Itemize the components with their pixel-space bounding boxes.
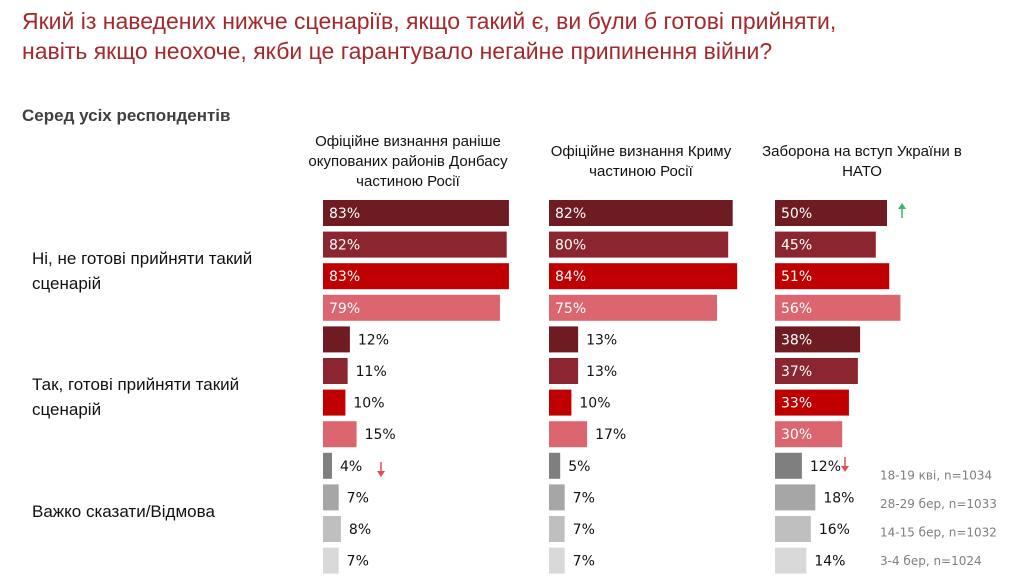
bar — [775, 263, 890, 290]
panel-title: Офіційне визнання раніше окупованих райо… — [308, 133, 508, 190]
bar — [775, 421, 843, 448]
subtitle: Серед усіх респондентів — [22, 106, 231, 125]
value-label: 8% — [349, 522, 371, 538]
title: Який із наведених нижче сценаріїв, якщо … — [22, 8, 837, 64]
bar — [323, 263, 509, 290]
bar — [549, 421, 588, 448]
bar — [775, 389, 849, 416]
value-label: 37% — [781, 364, 812, 380]
bar — [775, 484, 816, 511]
value-label: 12% — [810, 459, 841, 475]
value-label: 38% — [781, 332, 812, 348]
value-label: 7% — [573, 522, 595, 538]
trend-arrow — [898, 203, 906, 218]
bar — [775, 326, 861, 353]
value-label: 51% — [781, 269, 812, 285]
value-label: 83% — [329, 269, 360, 285]
bar — [323, 294, 500, 321]
bar — [549, 516, 565, 542]
value-label: 14% — [814, 554, 845, 570]
value-label: 10% — [579, 396, 610, 412]
bar — [549, 326, 579, 353]
bar — [323, 200, 509, 226]
value-label: 13% — [586, 332, 617, 348]
legend-label: 18-19 кві, n=1034 — [880, 469, 992, 483]
bar — [775, 358, 858, 384]
bar — [775, 231, 876, 258]
bar — [549, 263, 738, 290]
legend-label: 3-4 бер, n=1024 — [880, 554, 982, 568]
value-label: 7% — [573, 490, 595, 506]
trend-arrow — [377, 462, 385, 477]
category-label: Важко сказати/Відмова — [32, 502, 215, 521]
bar — [323, 452, 332, 479]
value-label: 50% — [781, 206, 812, 222]
bar — [323, 421, 357, 448]
value-label: 17% — [595, 427, 626, 443]
value-label: 30% — [781, 427, 812, 443]
bar — [549, 200, 733, 226]
bar — [549, 452, 561, 479]
bar — [323, 516, 341, 542]
value-label: 79% — [329, 301, 360, 317]
value-label: 13% — [586, 364, 617, 380]
value-label: 11% — [356, 364, 387, 380]
legend-label: 28-29 бер, n=1033 — [880, 497, 997, 511]
value-label: 82% — [555, 206, 586, 222]
category-label: Так, готові прийняти такий сценарій — [32, 375, 240, 419]
value-label: 12% — [358, 332, 389, 348]
bar — [549, 547, 565, 574]
bar — [775, 200, 887, 226]
bar — [323, 547, 339, 574]
value-label: 56% — [781, 301, 812, 317]
value-label: 4% — [340, 459, 362, 475]
value-label: 75% — [555, 301, 586, 317]
bar — [775, 294, 901, 321]
bar — [323, 326, 350, 353]
category-label: Ні, не готові прийняти такий сценарій — [32, 249, 253, 293]
value-label: 16% — [819, 522, 850, 538]
bar — [323, 358, 348, 384]
bar — [775, 452, 802, 479]
value-label: 5% — [568, 459, 590, 475]
value-label: 82% — [329, 238, 360, 254]
bar — [549, 294, 717, 321]
legend-label: 14-15 бер, n=1032 — [880, 526, 997, 540]
panel-title: Офіційне визнання Криму частиною Росії — [550, 143, 732, 180]
bar — [549, 484, 565, 511]
bar — [775, 516, 811, 542]
bar — [323, 484, 339, 511]
bar — [775, 547, 807, 574]
bar — [549, 231, 729, 258]
bar — [549, 358, 579, 384]
value-label: 33% — [781, 396, 812, 412]
panel-title: Заборона на вступ України в НАТО — [762, 143, 962, 180]
value-label: 15% — [365, 427, 396, 443]
value-label: 7% — [347, 554, 369, 570]
value-label: 80% — [555, 238, 586, 254]
value-label: 7% — [347, 490, 369, 506]
value-label: 45% — [781, 238, 812, 254]
bar — [549, 389, 572, 416]
value-label: 84% — [555, 269, 586, 285]
bar — [323, 389, 346, 416]
bar — [323, 231, 507, 258]
value-label: 83% — [329, 206, 360, 222]
value-label: 7% — [573, 554, 595, 570]
trend-arrow — [841, 457, 849, 472]
value-label: 18% — [823, 490, 854, 506]
value-label: 10% — [353, 396, 384, 412]
